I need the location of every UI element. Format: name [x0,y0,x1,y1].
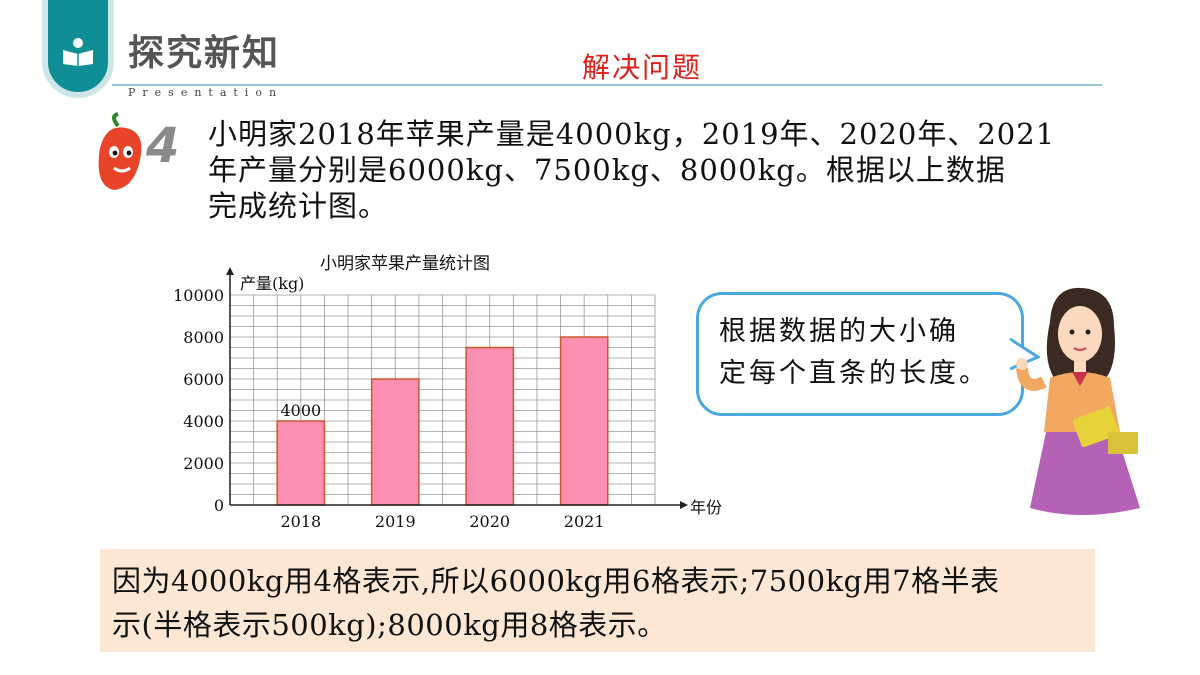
explanation-box: 因为4000kg用4格表示,所以6000kg用6格表示;7500kg用7格半表 … [100,549,1095,652]
bar-chart: 小明家苹果产量统计图 产量(kg) 年份 4000 0 2000 4000 6000 8… [173,254,722,531]
bar-2019 [370,378,420,506]
header-badge [42,0,114,98]
bar-2018 [276,420,326,506]
bubble-line-2: 定每个直条的长度。 [719,358,989,389]
y-tick-label: 2000 [183,454,224,473]
y-tick-label: 0 [214,496,224,515]
bar-2021 [559,336,609,506]
chart-x-ticks: 2018 2019 2020 2021 [280,512,604,531]
section-title: 解决问题 [582,51,703,84]
chart-x-axis-label: 年份 [690,498,722,517]
chart-title: 小明家苹果产量统计图 [320,254,490,274]
problem-line-1: 小明家2018年苹果产量是4000kg，2019年、2020年、2021 [208,117,1056,151]
teacher-illustration [1016,287,1140,515]
chart-axes [226,267,688,509]
problem-line-3: 完成统计图。 [208,189,389,223]
x-axis-arrow [680,501,688,509]
x-tick-label: 2021 [564,512,605,531]
explanation-line-2: 示(半格表示500kg);8000kg用8格表示。 [112,608,667,642]
y-tick-label: 8000 [183,328,224,347]
y-tick-label: 4000 [183,412,224,431]
bar-data-label: 4000 [280,401,321,420]
page-title: 探究新知 [128,33,281,74]
problem-line-2: 年产量分别是6000kg、7500kg、8000kg。根据以上数据 [208,153,1006,187]
chart-y-ticks: 0 2000 4000 6000 8000 10000 [173,286,224,515]
bubble-line-1: 根据数据的大小确 [719,316,959,347]
chart-bars: 4000 [276,336,609,506]
speech-bubble: 根据数据的大小确 定每个直条的长度。 [696,292,1024,416]
y-axis-arrow [226,267,234,275]
reader-icon [63,38,93,66]
chart-y-axis-label: 产量(kg) [240,274,304,293]
chili-number-icon: 4 [98,112,179,190]
problem-text: 小明家2018年苹果产量是4000kg，2019年、2020年、2021 年产量… [208,116,1098,224]
y-tick-label: 6000 [183,370,224,389]
explanation-line-1: 因为4000kg用4格表示,所以6000kg用6格表示;7500kg用7格半表 [112,564,1000,598]
page-subtitle: Presentation [128,86,284,99]
x-tick-label: 2018 [280,512,321,531]
x-tick-label: 2020 [469,512,510,531]
header-divider [112,84,1102,86]
bar-2020 [465,346,515,506]
x-tick-label: 2019 [375,512,416,531]
y-tick-label: 10000 [173,286,224,305]
problem-number: 4 [145,118,179,174]
